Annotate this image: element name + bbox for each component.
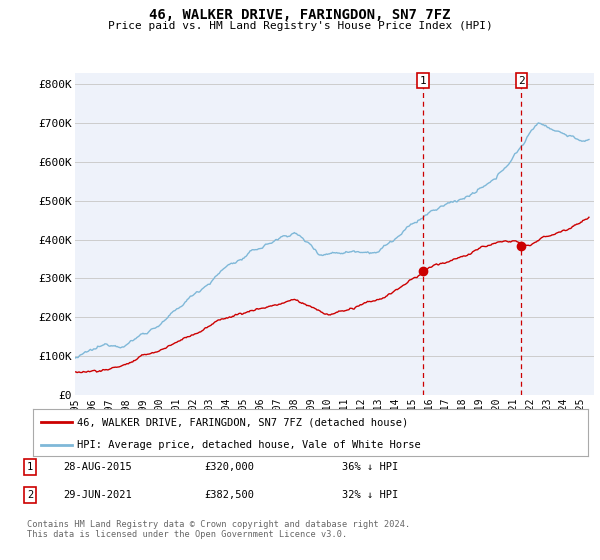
Text: £320,000: £320,000 xyxy=(204,462,254,472)
Text: 46, WALKER DRIVE, FARINGDON, SN7 7FZ (detached house): 46, WALKER DRIVE, FARINGDON, SN7 7FZ (de… xyxy=(77,417,409,427)
Text: 2: 2 xyxy=(518,76,525,86)
Text: 1: 1 xyxy=(419,76,427,86)
Text: HPI: Average price, detached house, Vale of White Horse: HPI: Average price, detached house, Vale… xyxy=(77,440,421,450)
Text: 2: 2 xyxy=(27,490,33,500)
Text: 46, WALKER DRIVE, FARINGDON, SN7 7FZ: 46, WALKER DRIVE, FARINGDON, SN7 7FZ xyxy=(149,8,451,22)
Text: 29-JUN-2021: 29-JUN-2021 xyxy=(63,490,132,500)
Text: 28-AUG-2015: 28-AUG-2015 xyxy=(63,462,132,472)
Text: 1: 1 xyxy=(27,462,33,472)
Text: 36% ↓ HPI: 36% ↓ HPI xyxy=(342,462,398,472)
Text: Contains HM Land Registry data © Crown copyright and database right 2024.
This d: Contains HM Land Registry data © Crown c… xyxy=(27,520,410,539)
Text: 32% ↓ HPI: 32% ↓ HPI xyxy=(342,490,398,500)
Text: £382,500: £382,500 xyxy=(204,490,254,500)
Text: Price paid vs. HM Land Registry's House Price Index (HPI): Price paid vs. HM Land Registry's House … xyxy=(107,21,493,31)
